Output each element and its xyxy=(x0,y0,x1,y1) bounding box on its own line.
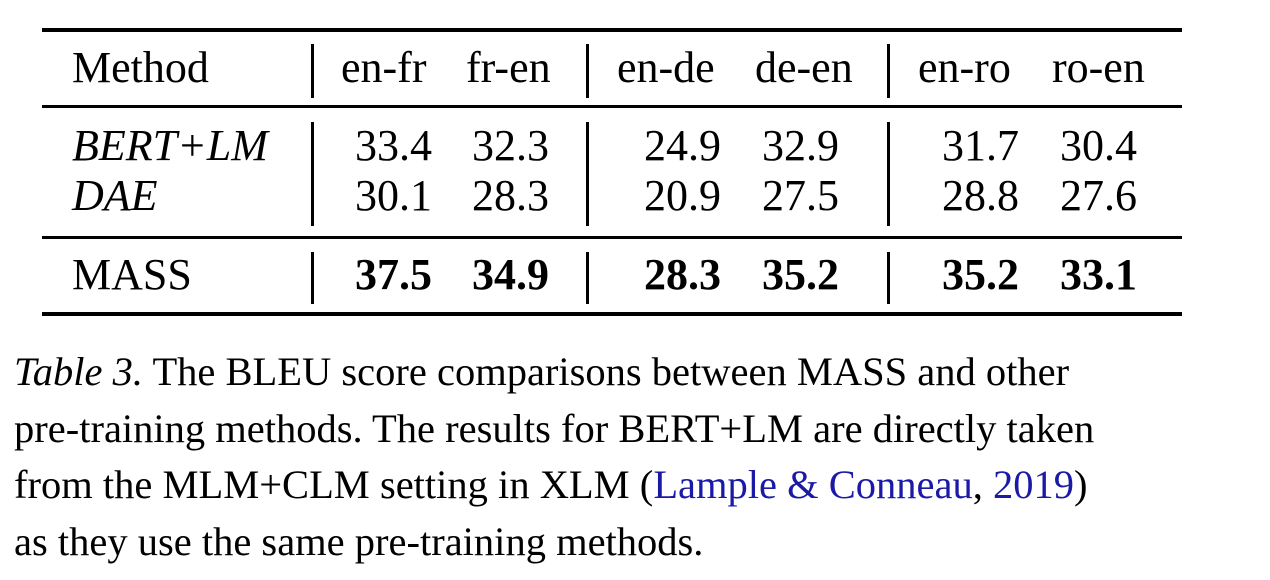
header-en-fr: en-fr xyxy=(341,43,427,92)
header-separator-1 xyxy=(311,44,314,98)
table-cell: 32.9 xyxy=(762,121,839,170)
caption-label: Table 3. xyxy=(14,349,144,394)
table-cell-best: 35.2 xyxy=(762,250,839,299)
table-caption: Table 3. The BLEU score comparisons betw… xyxy=(14,344,1254,570)
citation-link-year[interactable]: 2019 xyxy=(992,462,1074,507)
header-separator-2 xyxy=(586,44,589,98)
row-method-mass: MASS xyxy=(72,250,192,299)
table-cell: 28.8 xyxy=(942,171,1019,220)
table-cell: 24.9 xyxy=(644,121,721,170)
table-cell: 33.4 xyxy=(355,121,432,170)
table-bottom-rule xyxy=(42,312,1182,316)
caption-text: ) xyxy=(1073,462,1088,507)
caption-line-4: as they use the same pre-training method… xyxy=(14,518,704,564)
table-cell-best: 35.2 xyxy=(942,250,1019,299)
citation-link-authors[interactable]: Lample & Conneau xyxy=(653,462,973,507)
mass-separator-2 xyxy=(586,252,589,304)
caption-line-3: from the MLM+CLM setting in XLM (Lample … xyxy=(14,457,1254,514)
caption-text: , xyxy=(972,462,993,507)
row-method-dae: DAE xyxy=(72,171,158,220)
caption-line-2: pre-training methods. The results for BE… xyxy=(14,405,1095,451)
body-separator-2 xyxy=(586,122,589,226)
header-method: Method xyxy=(72,43,209,92)
caption-text: from the MLM+CLM setting in XLM ( xyxy=(14,462,654,507)
header-fr-en: fr-en xyxy=(466,43,551,92)
table-cell: 27.6 xyxy=(1060,171,1137,220)
table-cell-best: 37.5 xyxy=(355,250,432,299)
table-cell: 28.3 xyxy=(472,171,549,220)
body-separator-1 xyxy=(311,122,314,226)
row-method-bert-lm: BERT+LM xyxy=(72,121,268,170)
table-mid-rule xyxy=(42,236,1182,239)
table-top-rule xyxy=(42,28,1182,32)
mass-separator-3 xyxy=(887,252,890,304)
table-cell-best: 33.1 xyxy=(1060,250,1137,299)
table-cell: 20.9 xyxy=(644,171,721,220)
table-header-rule xyxy=(42,105,1182,108)
caption-line-1: Table 3. The BLEU score comparisons betw… xyxy=(14,344,1254,401)
table-cell-best: 28.3 xyxy=(644,250,721,299)
body-separator-3 xyxy=(887,122,890,226)
table-cell: 32.3 xyxy=(472,121,549,170)
table-cell: 30.4 xyxy=(1060,121,1137,170)
caption-text: The BLEU score comparisons between MASS … xyxy=(143,349,1070,394)
table-cell: 27.5 xyxy=(762,171,839,220)
header-en-de: en-de xyxy=(617,43,715,92)
header-ro-en: ro-en xyxy=(1052,43,1145,92)
table-cell: 30.1 xyxy=(355,171,432,220)
mass-separator-1 xyxy=(311,252,314,304)
header-en-ro: en-ro xyxy=(918,43,1011,92)
table-cell-best: 34.9 xyxy=(472,250,549,299)
header-de-en: de-en xyxy=(755,43,853,92)
header-separator-3 xyxy=(887,44,890,98)
table-cell: 31.7 xyxy=(942,121,1019,170)
